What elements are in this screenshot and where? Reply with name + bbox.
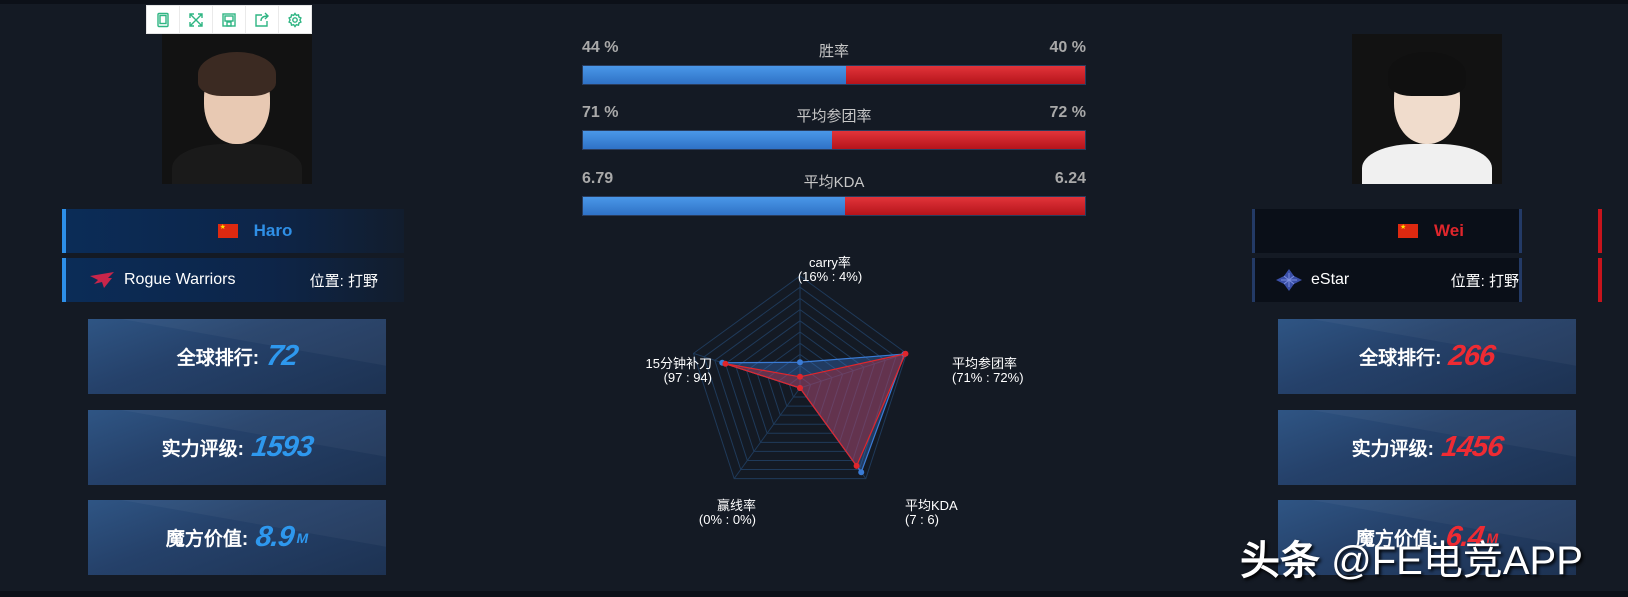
stat-label: 实力评级: [1351,439,1434,460]
rogue-warriors-logo-icon [90,272,114,288]
fullscreen-button[interactable] [180,6,213,33]
tablet-view-button[interactable] [147,6,180,33]
right-name-row: Wei [1252,209,1522,253]
tablet-icon [157,12,169,27]
image-toolbar [146,5,312,34]
right-player-avatar [1352,34,1502,184]
save-icon [222,12,236,27]
stat-label: 魔方价值: [1355,529,1439,550]
comparison-title: 平均参团率 [796,108,872,125]
radar-axis-label: carry率 (16% : 4%) [797,255,863,284]
right-rating-card: 实力评级: 1456 [1278,410,1576,485]
left-share-bar [583,131,833,149]
right-global-rank-card: 全球排行: 266 [1278,319,1576,394]
stat-value: 72 [264,340,300,372]
left-share-bar [583,197,845,215]
stat-value: 8.9 [253,521,296,553]
comparison-bar [582,196,1086,216]
settings-button[interactable] [279,6,311,33]
stat-label: 实力评级: [161,439,244,460]
left-rating-card: 实力评级: 1593 [88,410,386,485]
stat-label: 全球排行: [1359,348,1442,369]
radar-chart: carry率 (16% : 4%) 平均参团率 (71% : 72%) 平均KDA(… [600,250,1040,540]
stat-value: 1456 [1439,431,1505,463]
comparison-bar [582,130,1086,150]
left-player-name[interactable]: Haro [253,221,293,240]
left-share-bar [583,66,847,84]
bottom-strip [0,591,1628,597]
radar-plot [692,275,909,480]
right-player-name[interactable]: Wei [1434,221,1464,240]
right-accent-bar [1598,209,1602,253]
right-accent-bar [1598,258,1602,302]
left-team-row: Rogue Warriors 位置: 打野 [62,258,404,302]
left-global-rank-card: 全球排行: 72 [88,319,386,394]
right-share-bar [844,197,1085,215]
right-value-card: 魔方价值: 6.4 M [1278,500,1576,575]
stat-label: 魔方价值: [165,529,249,550]
settings-icon [288,11,302,28]
watermark: 头条 @FE电竞APP [1240,539,1583,583]
left-team-name[interactable]: Rogue Warriors [124,271,236,288]
comparison-bar [582,65,1086,85]
win-rate-comparison: 44 % 胜率 40 % [582,39,1086,85]
kda-comparison: 6.79 平均KDA 6.24 [582,170,1086,216]
radar-axis-label: 平均KDA (7 : 6) [905,498,958,527]
left-value: 6.79 [582,170,614,187]
comparison-title: 平均KDA [803,174,865,191]
share-icon [255,12,269,27]
save-button[interactable] [213,6,246,33]
fullscreen-icon [189,12,203,27]
top-strip [0,0,1628,4]
right-position: 位置: 打野 [1450,272,1519,290]
china-flag-icon [217,223,238,238]
radar-axis-label: 15分钟补刀 (97 : 94) [645,356,712,385]
comparison-title: 胜率 [818,43,849,60]
stat-unit: M [1486,529,1499,546]
left-value-card: 魔方价值: 8.9 M [88,500,386,575]
radar-axis-label: 平均参团率 (71% : 72%) [952,356,1024,385]
teamfight-rate-comparison: 71 % 平均参团率 72 % [582,104,1086,150]
stat-label: 全球排行: [176,348,260,369]
left-value: 44 % [582,39,619,56]
left-value: 71 % [582,104,619,121]
right-share-bar [846,66,1085,84]
china-flag-icon [1398,223,1419,238]
left-position: 位置: 打野 [309,272,378,290]
radar-axis-label: 赢线率 (0% : 0%) [698,498,756,527]
right-value: 40 % [1049,39,1086,56]
stat-value: 1593 [249,431,315,463]
left-name-row: Haro [62,209,404,253]
share-button[interactable] [246,6,279,33]
left-player-avatar [162,34,312,184]
right-share-bar [832,131,1085,149]
right-value: 6.24 [1054,170,1086,187]
right-team-name[interactable]: eStar [1311,271,1350,288]
estar-logo-icon [1276,269,1302,291]
stat-value: 266 [1447,340,1498,372]
stat-unit: M [296,529,309,546]
right-team-row: eStar 位置: 打野 [1252,258,1522,302]
right-value: 72 % [1049,104,1086,121]
